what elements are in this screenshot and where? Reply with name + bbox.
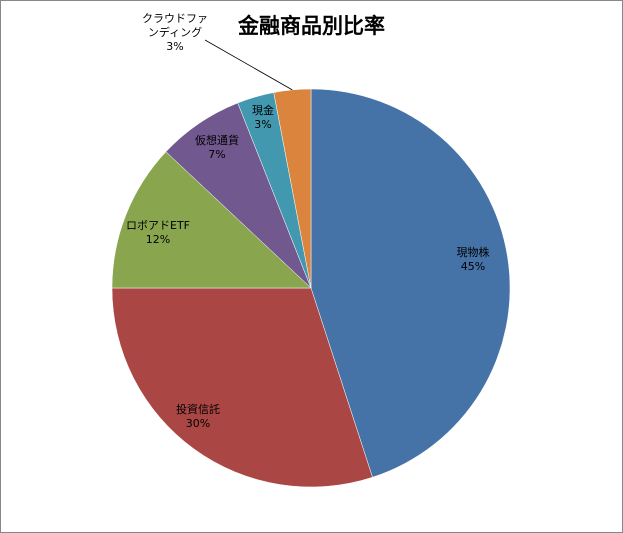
pie-slice-2 [111,151,312,289]
slice-label-1: 投資信託 30% [176,402,220,430]
slice-label-0: 現物株 45% [457,245,490,273]
leader-line [204,39,293,91]
pie-slice-1 [111,287,373,488]
slice-label-4: 現金 3% [252,103,274,131]
slice-label-2: ロボアドETF 12% [126,219,190,246]
chart-title: 金融商品別比率 [238,14,385,38]
slice-label-5: クラウドファンディング 3% [142,12,208,53]
pie-slice-0 [310,88,511,478]
slice-label-3: 仮想通貨 7% [195,133,239,161]
